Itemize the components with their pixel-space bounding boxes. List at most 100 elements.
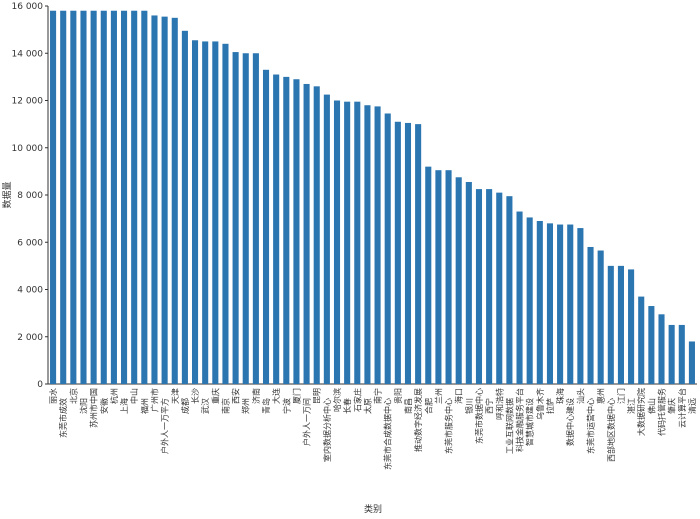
bar bbox=[141, 10, 148, 384]
y-tick-label: 10 000 bbox=[12, 144, 44, 154]
bar bbox=[567, 224, 574, 384]
x-tick-label: 安徽 bbox=[99, 398, 109, 414]
bar bbox=[486, 189, 493, 384]
x-tick-label: 清远 bbox=[687, 398, 697, 414]
x-tick-label: 济南 bbox=[251, 388, 261, 404]
x-tick-label: 工业互联网数据 bbox=[504, 398, 514, 454]
y-tick-label: 14 000 bbox=[12, 49, 44, 59]
bar bbox=[252, 53, 259, 384]
bar bbox=[658, 314, 665, 384]
x-tick-label: 东莞市成效 bbox=[58, 398, 68, 438]
x-tick-label: 合肥 bbox=[423, 398, 433, 414]
bar bbox=[333, 100, 341, 384]
bar bbox=[404, 122, 412, 384]
bar bbox=[577, 228, 584, 384]
x-tick-label: 厦门 bbox=[291, 388, 301, 404]
x-tick-label: 南京 bbox=[220, 398, 230, 414]
y-tick-label: 6 000 bbox=[17, 238, 43, 248]
x-tick-label: 青岛 bbox=[261, 398, 271, 414]
bar bbox=[80, 10, 87, 384]
bar bbox=[70, 10, 77, 384]
x-tick-label: 西部地区数据中心 bbox=[606, 398, 616, 462]
bar bbox=[475, 189, 483, 384]
x-tick-label: 云计算平台 bbox=[677, 388, 687, 428]
x-tick-label: 呼和浩特 bbox=[494, 388, 504, 420]
y-tick-label: 4 000 bbox=[17, 286, 43, 296]
x-tick-label: 南宁 bbox=[373, 388, 383, 404]
x-tick-label: 室内数据分析中心 bbox=[322, 398, 332, 462]
y-tick-label: 0 bbox=[37, 380, 43, 390]
x-tick-label: 郑州 bbox=[241, 398, 251, 414]
bar bbox=[496, 192, 503, 384]
x-tick-label: 哈尔滨 bbox=[332, 388, 342, 412]
bar bbox=[425, 166, 432, 384]
x-tick-label: 丽水 bbox=[48, 388, 58, 404]
bar bbox=[323, 94, 330, 384]
x-tick-label: 中山 bbox=[129, 388, 139, 404]
x-tick-label: 湛江 bbox=[627, 398, 636, 414]
bar bbox=[283, 76, 290, 384]
bar bbox=[536, 220, 543, 384]
bar bbox=[364, 105, 371, 384]
x-tick-label: 福州 bbox=[140, 398, 149, 414]
x-tick-label: 长春 bbox=[342, 398, 352, 414]
bar bbox=[587, 246, 594, 384]
bar bbox=[638, 296, 645, 384]
bar bbox=[60, 10, 67, 384]
x-tick-label: 西宁 bbox=[484, 398, 494, 414]
bar bbox=[161, 16, 168, 384]
x-tick-label: 推动数字经济发展 bbox=[413, 388, 423, 452]
x-tick-label: 汕头 bbox=[575, 388, 585, 404]
x-tick-label: 佛山 bbox=[646, 398, 656, 414]
x-tick-label: 重庆 bbox=[210, 388, 220, 404]
x-tick-label: 代码托管服务 bbox=[657, 388, 667, 436]
y-tick-label: 12 000 bbox=[12, 97, 44, 107]
x-tick-label: 苏州市中国 bbox=[89, 388, 99, 428]
x-tick-label: 昆明 bbox=[313, 388, 322, 404]
x-tick-label: 大连 bbox=[271, 388, 281, 404]
bar bbox=[597, 250, 604, 384]
x-tick-label: 珠海 bbox=[555, 388, 565, 404]
x-axis-label: 类别 bbox=[364, 503, 382, 515]
bar bbox=[262, 69, 270, 384]
y-axis-label: 数据量 bbox=[1, 181, 13, 208]
x-tick-label: 东莞市合成数据中心 bbox=[383, 398, 393, 470]
x-tick-label: 东莞市运营中心 bbox=[586, 398, 596, 454]
x-tick-label: 江门 bbox=[616, 388, 626, 404]
x-tick-label: 兰州 bbox=[433, 388, 443, 404]
bar bbox=[303, 83, 310, 385]
bar bbox=[181, 30, 188, 385]
x-tick-label: 银川 bbox=[464, 398, 474, 414]
bar bbox=[50, 10, 57, 384]
x-tick-label: 太原 bbox=[362, 398, 372, 414]
bar bbox=[607, 265, 614, 384]
bar bbox=[313, 86, 320, 384]
bar bbox=[242, 53, 249, 384]
x-tick-label: 沈阳 bbox=[78, 398, 88, 414]
bar bbox=[628, 269, 635, 384]
bar bbox=[526, 217, 533, 384]
bar bbox=[688, 341, 695, 384]
bar bbox=[384, 113, 391, 385]
y-tick-label: 8 000 bbox=[17, 191, 43, 201]
bar bbox=[668, 324, 675, 384]
x-tick-label: 智慧城市建设 bbox=[525, 398, 535, 446]
x-tick-label: 石家庄 bbox=[352, 388, 362, 412]
x-tick-label: 广州市 bbox=[149, 388, 159, 412]
bar bbox=[151, 15, 158, 384]
bar bbox=[445, 170, 452, 384]
x-tick-label: 西安 bbox=[231, 388, 241, 404]
x-tick-label: 北京 bbox=[68, 388, 78, 404]
x-tick-label: 户外人一万平方 bbox=[160, 398, 170, 454]
x-tick-label: 海口 bbox=[454, 388, 464, 404]
x-tick-label: 杭州 bbox=[109, 388, 119, 404]
bar bbox=[465, 182, 472, 384]
bar bbox=[354, 101, 361, 385]
bar bbox=[110, 10, 117, 384]
x-tick-label: 惠州 bbox=[596, 388, 606, 404]
y-tick-label: 2 000 bbox=[17, 333, 43, 343]
bar bbox=[121, 10, 128, 384]
bar bbox=[516, 211, 523, 384]
bar bbox=[678, 324, 685, 384]
